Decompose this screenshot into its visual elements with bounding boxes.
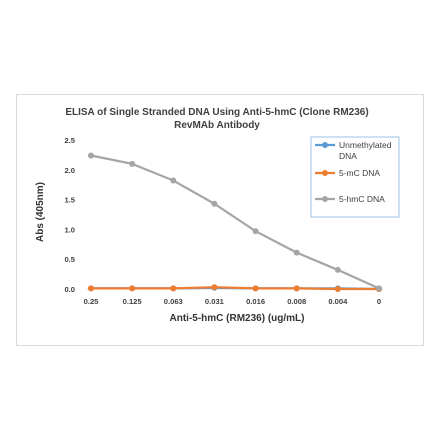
x-tick-label: 0.25 [84,297,100,306]
data-point-5-mc-dna [211,284,218,291]
legend-swatch-marker [322,142,328,148]
chart-title-line-2: RevMAb Antibody [174,120,260,131]
y-tick-label: 0.0 [64,285,75,294]
data-point-5-hmc-dna [211,200,218,207]
x-axis-title: Anti-5-hmC (RM236) (ug/mL) [170,313,305,324]
data-point-5-hmc-dna [129,160,136,167]
series-line-5-hmc-dna [90,154,380,290]
x-tick-label: 0.063 [164,297,183,306]
legend-box [310,136,400,218]
x-tick-label: 0.125 [123,297,143,306]
chart-frame: ELISA of Single Stranded DNA Using Anti-… [16,94,424,346]
legend-swatch-marker [322,170,328,176]
data-point-5-hmc-dna [293,249,300,256]
line-chart: ELISA of Single Stranded DNA Using Anti-… [35,107,400,324]
y-tick-label: 1.5 [64,196,75,205]
legend-label-5-mc-dna: 5-mC DNA [339,168,380,178]
data-point-5-mc-dna [88,285,94,292]
x-tick-label: 0.031 [205,297,225,306]
plot-area: 0.0 0.5 1.0 1.5 2.0 2.5 0.25 0.125 0.063 0.031 0.0… [64,136,383,306]
data-point-5-mc-dna [129,285,136,292]
series-line-5-mc-dna [91,286,379,291]
data-point-5-hmc-dna [252,228,259,235]
y-tick-label: 2.5 [64,136,75,145]
x-tick-label: 0.016 [246,297,265,306]
data-point-5-mc-dna [293,285,300,292]
legend-swatch-marker [322,196,328,202]
data-point-5-hmc-dna [170,177,177,184]
data-point-5-hmc-dna [376,285,382,292]
x-tick-label: 0 [377,297,381,306]
x-tick-label: 0.008 [287,297,306,306]
y-axis-title: Abs (405nm) [35,182,46,242]
data-point-5-mc-dna [334,286,341,292]
data-point-5-hmc-dna [334,266,341,273]
x-tick-label: 0.004 [328,297,348,306]
legend-label-unmethylated-dna: DNA [339,151,357,161]
legend-label-unmethylated-dna: Unmethylated [339,140,392,150]
legend-label-5-hmc-dna: 5-hmC DNA [339,194,385,204]
y-tick-label: 2.0 [64,166,75,175]
y-tick-label: 0.5 [64,255,75,264]
chart-title-line-1: ELISA of Single Stranded DNA Using Anti-… [65,107,368,118]
data-point-5-hmc-dna [88,152,94,159]
data-point-5-mc-dna [252,285,259,292]
data-point-5-mc-dna [170,285,177,292]
y-tick-label: 1.0 [64,225,75,234]
